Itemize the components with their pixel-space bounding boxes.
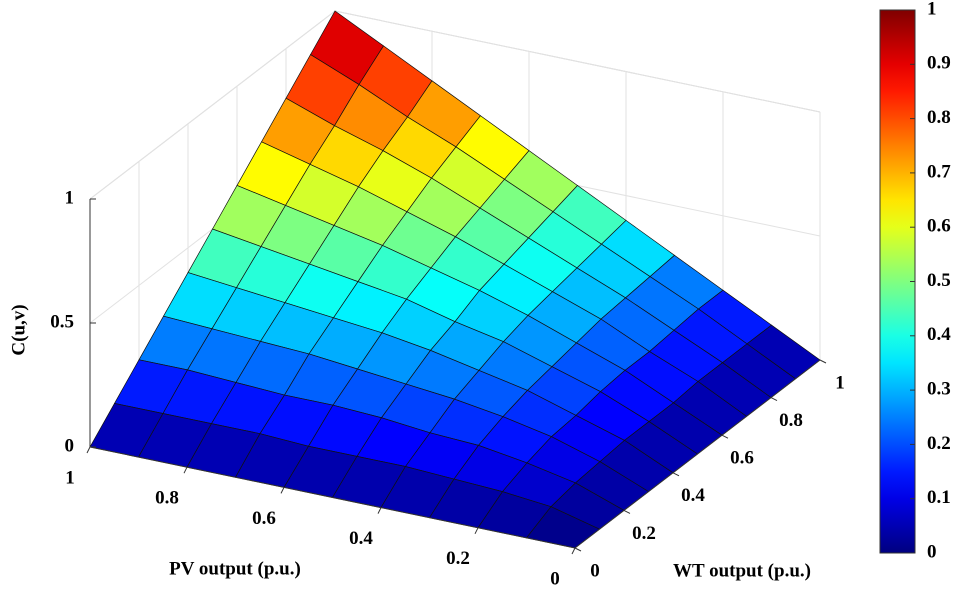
tick-mark — [623, 509, 631, 514]
y-tick-label: 0 — [590, 560, 600, 581]
y-tick-label: 1 — [835, 372, 845, 393]
tick-mark — [770, 397, 778, 402]
colorbar-tick-label: 0.6 — [927, 216, 951, 237]
colorbar-tick-label: 0.3 — [927, 378, 951, 399]
colorbar — [879, 9, 916, 554]
axis-line — [89, 446, 576, 549]
tick-mark — [183, 466, 188, 474]
y-tick-label: 0.2 — [632, 523, 656, 544]
x-tick-label: 0.8 — [155, 488, 179, 509]
tick-mark — [672, 472, 680, 477]
colorbar-tick-label: 0.4 — [927, 324, 951, 345]
y-axis-label: WT output (p.u.) — [673, 560, 811, 581]
x-tick-label: 1 — [65, 467, 75, 488]
tick-mark — [474, 527, 479, 535]
tick-mark — [721, 434, 729, 439]
y-tick-label: 0.4 — [681, 485, 705, 506]
x-tick-label: 0.2 — [446, 548, 470, 569]
colorbar-tick-label: 0.7 — [927, 161, 951, 182]
colorbar-tick-label: 0.9 — [927, 53, 951, 74]
colorbar-tick-label: 0.1 — [927, 487, 951, 508]
x-tick-label: 0.4 — [349, 528, 373, 549]
colorbar-tick-label: 0.8 — [927, 107, 951, 128]
tick-mark — [377, 507, 382, 514]
tick-mark — [574, 547, 582, 552]
axes: 0 0.2 0.4 0.6 0.8 1 0 0.2 0.4 0.6 0.8 1 0 0.5 1 — [50, 187, 845, 589]
axis-line — [574, 359, 821, 549]
tick-mark — [86, 446, 91, 454]
y-tick-label: 0.8 — [779, 410, 803, 431]
x-tick-label: 0.6 — [252, 508, 276, 529]
x-axis-label: PV output (p.u.) — [169, 558, 301, 579]
z-tick-label: 0.5 — [50, 311, 74, 332]
grid-line — [334, 10, 821, 113]
colorbar-tick-label: 1 — [927, 0, 937, 19]
z-tick-label: 1 — [65, 187, 75, 208]
z-axis-label: C(u,v) — [8, 304, 29, 355]
colorbar-tick-label: 0.5 — [927, 270, 951, 291]
colorbar-tick-label: 0 — [927, 541, 937, 562]
tick-mark — [571, 547, 576, 555]
tick-mark — [280, 487, 285, 494]
x-tick-label: 0 — [550, 568, 560, 589]
y-tick-label: 0.6 — [730, 448, 754, 469]
tick-mark — [819, 359, 827, 364]
colorbar-tick-label: 0.2 — [927, 433, 951, 454]
grid-line — [89, 10, 336, 200]
z-tick-label: 0 — [65, 435, 75, 456]
surface — [89, 10, 821, 549]
